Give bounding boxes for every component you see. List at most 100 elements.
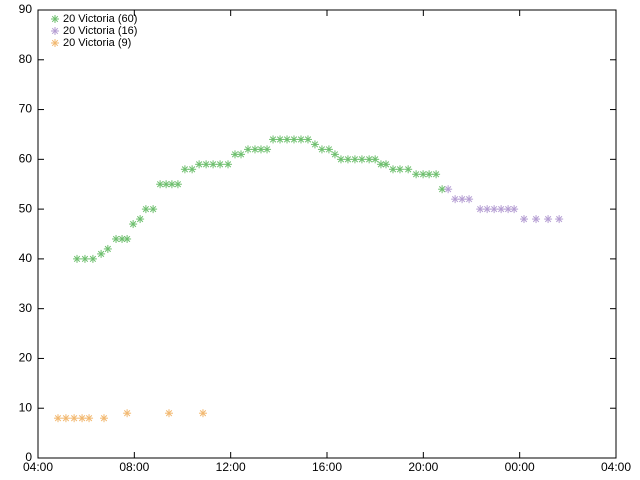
marker-stroke (510, 205, 518, 213)
point (123, 234, 132, 243)
point (80, 254, 89, 263)
marker-stroke (156, 181, 164, 188)
marker-stroke (244, 146, 252, 153)
marker-stroke (311, 141, 319, 148)
point (103, 244, 112, 253)
marker-stroke (432, 171, 440, 178)
marker-stroke (344, 156, 352, 163)
marker-stroke (325, 146, 333, 153)
marker-stroke (484, 205, 491, 213)
point (465, 195, 474, 204)
marker-stroke (544, 215, 552, 223)
marker-stroke (382, 161, 390, 168)
marker-stroke (251, 146, 259, 153)
legend: 20 Victoria (60)20 Victoria (16)20 Victo… (51, 13, 137, 49)
point (357, 155, 366, 164)
marker-stroke (199, 410, 207, 417)
marker-stroke (257, 146, 265, 153)
point (555, 215, 564, 224)
point (504, 205, 513, 214)
marker-stroke (331, 151, 339, 158)
y-tick-label: 0 (25, 450, 32, 464)
marker-stroke (89, 255, 97, 263)
marker-stroke (123, 410, 131, 417)
point (296, 135, 305, 144)
point (343, 155, 352, 164)
marker-stroke (78, 415, 86, 422)
point (371, 155, 380, 164)
marker-stroke (490, 205, 498, 213)
point (78, 414, 87, 423)
y-tick-label: 90 (19, 2, 33, 16)
point (310, 140, 319, 149)
marker-stroke (297, 136, 305, 143)
point (188, 165, 197, 174)
marker-stroke (81, 255, 89, 263)
marker-stroke (351, 156, 359, 163)
marker-stroke (556, 215, 563, 223)
point (209, 160, 218, 169)
marker-stroke (276, 136, 284, 143)
marker-stroke (304, 136, 312, 143)
marker-stroke (290, 136, 298, 143)
point (303, 135, 312, 144)
marker-stroke (377, 161, 385, 168)
point (532, 215, 541, 224)
point (330, 150, 339, 159)
marker-stroke (51, 39, 59, 47)
x-tick-label: 08:00 (119, 460, 149, 474)
point (425, 170, 434, 179)
legend-label: 20 Victoria (16) (63, 25, 137, 37)
marker-stroke (458, 196, 466, 203)
point (123, 409, 132, 418)
point (444, 185, 453, 194)
marker-stroke (104, 245, 111, 253)
marker-stroke (54, 415, 62, 422)
marker-stroke (451, 196, 459, 203)
marker-stroke (142, 205, 150, 213)
marker-stroke (318, 146, 326, 153)
legend-marker (51, 39, 59, 47)
point (97, 249, 106, 258)
point (202, 160, 211, 169)
point (317, 145, 326, 154)
x-tick-label: 20:00 (408, 460, 438, 474)
point (544, 215, 553, 224)
marker-stroke (465, 196, 473, 203)
marker-stroke (100, 415, 108, 422)
point (458, 195, 467, 204)
marker-stroke (118, 235, 126, 243)
marker-stroke (123, 235, 131, 243)
marker-stroke (337, 156, 345, 163)
marker-stroke (396, 166, 404, 173)
marker-stroke (504, 205, 512, 213)
point (483, 205, 492, 214)
point (412, 170, 421, 179)
point (237, 150, 246, 159)
point (269, 135, 278, 144)
marker-stroke (444, 186, 452, 193)
marker-stroke (51, 27, 59, 35)
point (324, 145, 333, 154)
marker-stroke (532, 215, 540, 223)
point (290, 135, 299, 144)
point (432, 170, 441, 179)
point (283, 135, 292, 144)
marker-stroke (85, 415, 93, 422)
point (520, 215, 529, 224)
legend-label: 20 Victoria (9) (63, 37, 131, 49)
marker-stroke (202, 161, 210, 168)
marker-stroke (520, 215, 528, 223)
point (70, 414, 79, 423)
point (216, 160, 225, 169)
marker-stroke (438, 186, 446, 193)
point (382, 160, 391, 169)
marker-stroke (358, 156, 366, 163)
marker-stroke (372, 156, 379, 163)
marker-stroke (112, 235, 120, 243)
marker-stroke (425, 171, 433, 178)
legend-marker (51, 15, 59, 23)
marker-stroke (216, 161, 224, 168)
point (53, 414, 62, 423)
x-tick-label: 04:00 (23, 460, 53, 474)
